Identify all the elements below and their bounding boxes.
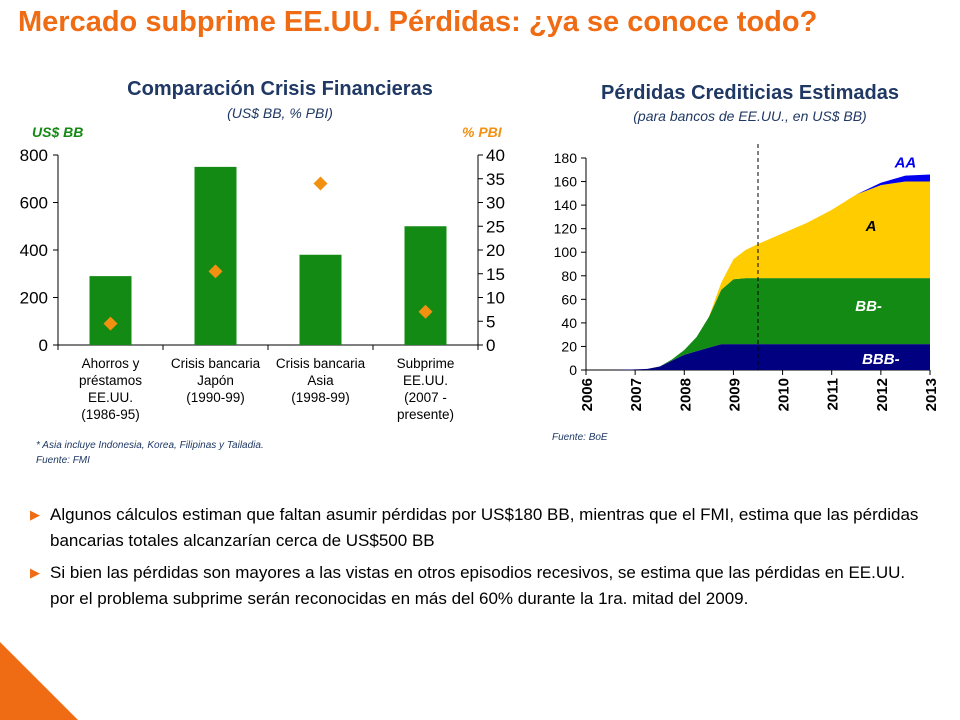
- bar: [299, 254, 342, 345]
- y-tick-label: 100: [554, 244, 578, 260]
- diamond-marker: [208, 264, 223, 279]
- bar: [194, 166, 237, 345]
- y2-tick-label: 35: [486, 170, 505, 189]
- x-tick-label: 2010: [776, 378, 793, 411]
- right-chart-subtitle: (para bancos de EE.UU., en US$ BB): [633, 108, 867, 124]
- diamond-marker: [313, 176, 328, 191]
- y-tick-label: 140: [554, 197, 578, 213]
- x-tick-label: 2011: [825, 378, 842, 411]
- corner-decoration: [0, 642, 78, 720]
- page-title: Mercado subprime EE.UU. Pérdidas: ¿ya se…: [18, 6, 818, 38]
- y-tick-label: 400: [20, 241, 48, 260]
- y2-tick-label: 15: [486, 265, 505, 284]
- y2-tick-label: 0: [486, 336, 495, 355]
- x-category-label: Crisis bancaria: [276, 356, 366, 371]
- left-chart-footnote: * Asia incluye Indonesia, Korea, Filipin…: [36, 440, 264, 451]
- y2-tick-label: 10: [486, 289, 505, 308]
- triangle-right-icon: ▶: [30, 565, 40, 580]
- x-category-label: Crisis bancaria: [171, 356, 261, 371]
- series-label: A: [865, 218, 877, 235]
- x-tick-label: 2009: [726, 378, 743, 411]
- y-tick-label: 80: [561, 268, 577, 284]
- y-tick-label: 60: [561, 291, 577, 307]
- y2-tick-label: 25: [486, 217, 505, 236]
- x-category-label: (1998-99): [291, 390, 350, 405]
- x-category-label: EE.UU.: [88, 390, 133, 405]
- x-category-label: Subprime: [397, 356, 455, 371]
- x-category-label: Asia: [307, 373, 334, 388]
- crisis-comparison-chart: 0 200 400 600 800 0 5 10 15 20 25 30 35 40 Ahorros y pr…: [20, 146, 505, 422]
- x-tick-label: 2013: [923, 378, 940, 411]
- diamond-marker: [418, 304, 433, 319]
- x-category-label: (1990-99): [186, 390, 245, 405]
- x-tick-label: 2012: [874, 378, 891, 411]
- x-category-label: préstamos: [79, 373, 142, 388]
- y-tick-label: 120: [554, 221, 578, 237]
- right-chart-source: Fuente: BoE: [552, 432, 608, 443]
- x-category-label: Ahorros y: [82, 356, 140, 371]
- x-tick-label: 2007: [628, 378, 645, 411]
- area-a: [586, 181, 930, 370]
- credit-losses-chart: 0 20 40 60 80 100 120 140 160 180 2006 2007 2008 2009…: [554, 144, 940, 411]
- bullet-item: ▶ Algunos cálculos estiman que faltan as…: [28, 502, 928, 554]
- x-tick-label: 2008: [677, 378, 694, 411]
- left-chart-subtitle: (US$ BB, % PBI): [227, 105, 333, 121]
- y2-tick-label: 20: [486, 241, 505, 260]
- y2-tick-label: 40: [486, 146, 505, 165]
- y-tick-label: 0: [39, 336, 48, 355]
- y-tick-label: 180: [554, 150, 578, 166]
- series-label: BBB-: [862, 351, 900, 368]
- x-category-label: (2007 -: [404, 390, 447, 405]
- series-label: BB-: [855, 298, 882, 315]
- bullet-text: Si bien las pérdidas son mayores a las v…: [50, 563, 906, 608]
- right-axis-unit: % PBI: [462, 124, 502, 140]
- y-tick-label: 0: [569, 362, 577, 378]
- y2-tick-label: 5: [486, 312, 495, 331]
- bar: [404, 226, 447, 345]
- triangle-right-icon: ▶: [30, 507, 40, 522]
- left-axis-unit: US$ BB: [32, 124, 84, 140]
- y-tick-label: 40: [561, 315, 577, 331]
- x-category-label: (1986-95): [81, 407, 140, 422]
- area-bb: [586, 278, 930, 370]
- y2-tick-label: 30: [486, 194, 505, 213]
- x-category-label: presente): [397, 407, 454, 422]
- bullet-list: ▶ Algunos cálculos estiman que faltan as…: [28, 502, 928, 618]
- diamond-marker: [103, 316, 118, 331]
- left-chart-source: Fuente: FMI: [36, 455, 90, 466]
- y-tick-label: 800: [20, 146, 48, 165]
- y-tick-label: 160: [554, 174, 578, 190]
- series-label: AA: [894, 154, 917, 171]
- y-tick-label: 20: [561, 338, 577, 354]
- x-tick-label: 2006: [579, 378, 596, 411]
- bar: [89, 276, 132, 345]
- bullet-text: Algunos cálculos estiman que faltan asum…: [50, 505, 919, 550]
- bullet-item: ▶ Si bien las pérdidas son mayores a las…: [28, 560, 928, 612]
- right-chart-title: Pérdidas Crediticias Estimadas: [601, 82, 899, 104]
- x-category-label: Japón: [197, 373, 234, 388]
- y-tick-label: 600: [20, 194, 48, 213]
- x-category-label: EE.UU.: [403, 373, 448, 388]
- left-chart-title: Comparación Crisis Financieras: [127, 78, 433, 100]
- y-tick-label: 200: [20, 289, 48, 308]
